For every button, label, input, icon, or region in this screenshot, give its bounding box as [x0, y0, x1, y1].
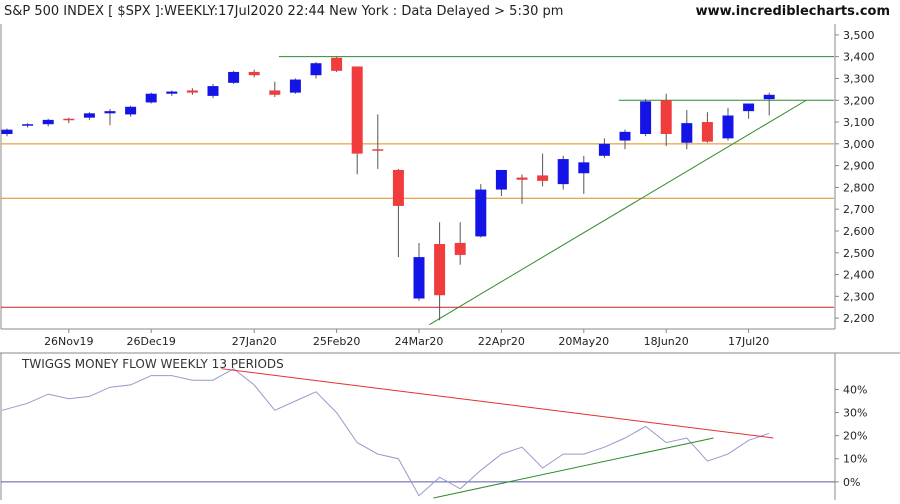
price-x-tick-label: 26Dec19: [127, 335, 176, 348]
candle-body-down: [434, 244, 446, 296]
price-horizontal-lines: [1, 56, 834, 308]
price-y-tick-label: 2,300: [843, 290, 875, 303]
price-x-axis: 26Nov19 26Dec19 27Jan20 25Feb20 24Mar20 22Apr…: [44, 329, 769, 348]
price-x-tick-label: 17Jul20: [728, 335, 769, 348]
price-y-tick-label: 3,200: [843, 94, 875, 107]
candle-body-up: [681, 123, 693, 143]
candle-body-down: [351, 66, 363, 154]
candle-body-down: [269, 90, 281, 95]
mf-y-tick-label: 40%: [843, 383, 867, 396]
candle-body-up: [722, 115, 734, 139]
candle-body-up: [763, 94, 775, 100]
candle-body-down: [660, 100, 672, 135]
price-y-tick-label: 3,500: [843, 29, 875, 42]
candle-body-up: [310, 63, 322, 76]
price-x-tick-label: 18Jun20: [644, 335, 689, 348]
price-x-tick-label: 26Nov19: [44, 335, 93, 348]
price-y-axis: 2,200 2,300 2,400 2,500 2,600 2,700 2,800 2,900…: [835, 29, 875, 325]
candle-body-up: [104, 111, 116, 114]
candle-body-up: [743, 103, 755, 112]
price-y-tick-label: 2,600: [843, 225, 875, 238]
money-flow-line: [1, 368, 770, 497]
price-y-tick-label: 2,900: [843, 160, 875, 173]
candle-body-up: [1, 129, 13, 135]
price-y-tick-label: 2,700: [843, 203, 875, 216]
candle-body-up: [619, 131, 631, 141]
candle-body-up: [207, 86, 219, 96]
candle-body-down: [248, 71, 260, 76]
candle-body-up: [166, 91, 178, 94]
candle-body-up: [640, 101, 652, 135]
mf-y-tick-label: 20%: [843, 430, 867, 443]
price-x-tick-label: 24Mar20: [395, 335, 444, 348]
mf-y-tick-label: 0%: [843, 476, 860, 489]
price-y-tick-label: 2,800: [843, 181, 875, 194]
price-y-tick-label: 3,000: [843, 138, 875, 151]
candle-body-down: [186, 90, 198, 93]
candle-body-up: [495, 169, 507, 190]
candlestick-series: [1, 56, 775, 321]
money-flow-support-trendline: [433, 437, 714, 499]
candle-body-up: [125, 106, 137, 115]
candle-body-down: [392, 169, 404, 206]
price-y-tick-label: 2,500: [843, 247, 875, 260]
chart-title: S&P 500 INDEX [ $SPX ]:WEEKLY:17Jul2020 …: [4, 4, 563, 19]
candle-body-up: [42, 119, 54, 125]
support-trendline: [429, 99, 807, 326]
money-flow-y-axis: 0% 10% 20% 30% 40%: [835, 383, 867, 489]
price-y-tick-label: 2,200: [843, 312, 875, 325]
candle-body-down: [537, 175, 549, 181]
candle-body-down: [372, 149, 384, 151]
price-x-tick-label: 25Feb20: [313, 335, 360, 348]
candle-body-up: [145, 93, 157, 103]
price-trendlines: [429, 99, 807, 326]
price-y-tick-label: 3,100: [843, 116, 875, 129]
candle-body-down: [63, 118, 75, 121]
mf-y-tick-label: 30%: [843, 407, 867, 420]
watermark-url: www.incrediblecharts.com: [696, 4, 890, 19]
candle-body-down: [701, 122, 713, 142]
candle-body-up: [578, 162, 590, 174]
price-y-tick-label: 3,400: [843, 51, 875, 64]
candle-body-up: [289, 79, 301, 93]
candle-body-down: [331, 57, 343, 71]
money-flow-plot: [1, 368, 835, 499]
mf-y-tick-label: 10%: [843, 453, 867, 466]
candle-body-up: [22, 124, 34, 126]
price-x-tick-label: 22Apr20: [478, 335, 525, 348]
candle-body-up: [228, 71, 240, 83]
candle-body-down: [516, 177, 528, 180]
candle-body-up: [413, 257, 425, 299]
money-flow-resistance-trendline: [221, 368, 774, 439]
price-y-tick-label: 2,400: [843, 269, 875, 282]
money-flow-title: TWIGGS MONEY FLOW WEEKLY 13 PERIODS: [21, 357, 284, 371]
price-x-tick-label: 27Jan20: [232, 335, 277, 348]
candle-body-up: [83, 113, 95, 118]
candle-body-up: [557, 159, 569, 185]
candle-body-up: [598, 143, 610, 156]
price-x-tick-label: 20May20: [558, 335, 609, 348]
price-y-tick-label: 3,300: [843, 72, 875, 85]
candle-body-down: [454, 242, 466, 255]
candle-body-up: [475, 189, 487, 237]
